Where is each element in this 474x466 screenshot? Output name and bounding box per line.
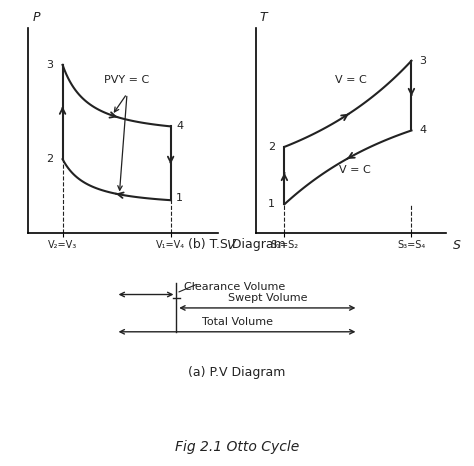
Text: Fig 2.1 Otto Cycle: Fig 2.1 Otto Cycle xyxy=(175,440,299,454)
Text: 1: 1 xyxy=(268,199,275,209)
Text: 3: 3 xyxy=(419,56,426,66)
Text: T: T xyxy=(260,11,267,24)
Text: 4: 4 xyxy=(176,121,183,131)
Text: 4: 4 xyxy=(419,125,426,136)
Text: 2: 2 xyxy=(268,142,275,152)
Text: Total Volume: Total Volume xyxy=(201,317,273,327)
Text: V: V xyxy=(226,239,234,252)
Text: 1: 1 xyxy=(176,193,183,203)
Text: (a) P.V Diagram: (a) P.V Diagram xyxy=(188,366,286,379)
Text: S: S xyxy=(453,239,461,252)
Text: (b) T.S Diagram: (b) T.S Diagram xyxy=(188,238,286,251)
Text: P: P xyxy=(32,11,40,24)
Text: 3: 3 xyxy=(46,60,53,70)
Text: Swept Volume: Swept Volume xyxy=(228,294,307,303)
Text: V = C: V = C xyxy=(335,75,366,85)
Text: PVY = C: PVY = C xyxy=(104,75,150,85)
Text: 2: 2 xyxy=(46,154,53,164)
Text: V = C: V = C xyxy=(339,165,370,175)
Text: Clearance Volume: Clearance Volume xyxy=(184,282,285,292)
